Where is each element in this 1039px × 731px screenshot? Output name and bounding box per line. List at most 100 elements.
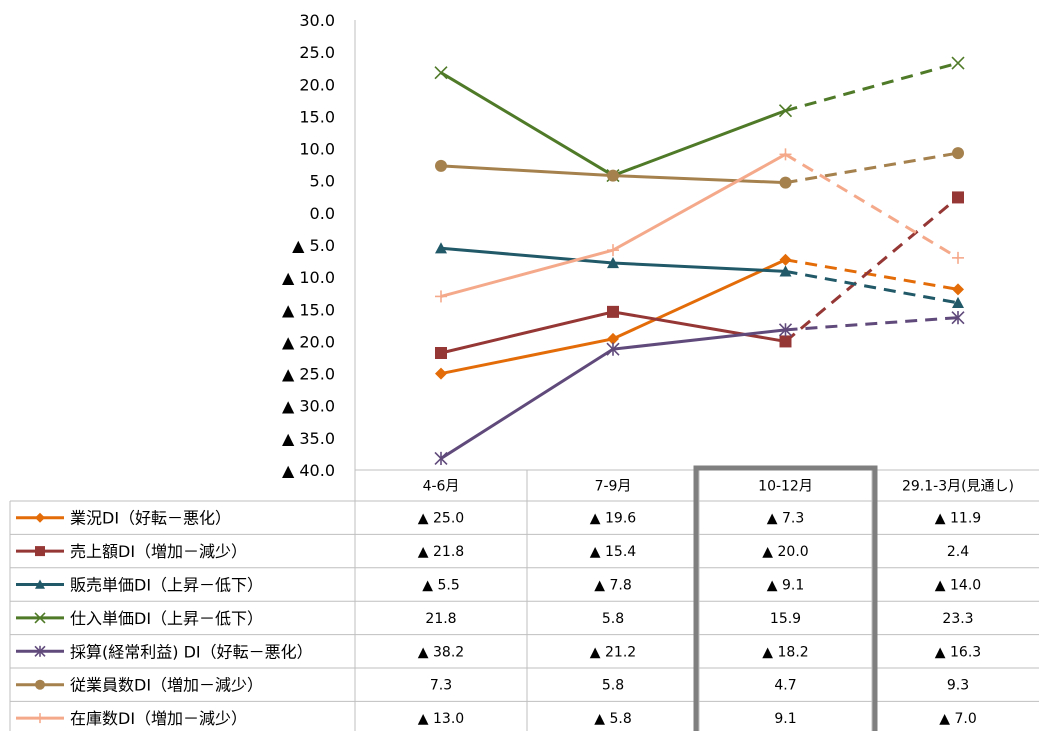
y-tick-label: 30.0 — [299, 11, 335, 30]
marker-diamond — [779, 253, 792, 266]
data-label: 5.8 — [602, 611, 624, 627]
marker-triangle — [607, 257, 619, 269]
y-tick-label: ▲ 40.0 — [282, 461, 335, 480]
marker-stroke — [778, 104, 793, 118]
marker-triangle — [35, 579, 45, 589]
category-label: 7-9月 — [595, 479, 632, 495]
series-line-forecast — [784, 196, 959, 343]
data-label: 23.3 — [942, 611, 973, 627]
marker-triangle — [435, 242, 447, 254]
data-label: ▲ 9.1 — [767, 578, 804, 594]
marker-x — [778, 104, 793, 118]
marker-square — [35, 546, 45, 557]
marker-diamond — [35, 512, 45, 523]
data-label: ▲ 7.3 — [767, 511, 804, 527]
data-label: ▲ 20.0 — [762, 544, 808, 560]
data-label: 9.1 — [774, 711, 796, 727]
marker-circle — [435, 159, 447, 172]
series-line-forecast — [784, 153, 959, 260]
marker-diamond — [607, 332, 619, 345]
marker-plus — [435, 290, 447, 303]
data-label: 2.4 — [947, 544, 969, 560]
marker-plus — [35, 713, 45, 724]
category-label: 10-12月 — [758, 479, 813, 495]
data-label: ▲ 14.0 — [935, 578, 981, 594]
category-label: 29.1-3月(見通し) — [902, 479, 1014, 495]
marker-plus — [952, 251, 964, 264]
data-label: ▲ 7.8 — [594, 578, 631, 594]
y-tick-label: 0.0 — [310, 204, 335, 223]
marker-circle — [607, 169, 619, 182]
data-label: ▲ 11.9 — [935, 511, 981, 527]
data-label: 9.3 — [947, 678, 969, 694]
data-label: ▲ 21.2 — [590, 644, 636, 660]
y-tick-label: 10.0 — [299, 140, 335, 159]
series-line-forecast — [785, 61, 959, 113]
legend-label: 仕入単価DI（上昇－低下） — [70, 609, 263, 628]
marker-square — [607, 305, 619, 318]
data-label: 21.8 — [425, 611, 456, 627]
marker-star — [778, 323, 793, 337]
data-label: ▲ 5.5 — [422, 578, 459, 594]
data-label: ▲ 25.0 — [418, 511, 464, 527]
y-tick-label: ▲ 30.0 — [282, 397, 335, 416]
data-label: ▲ 16.3 — [935, 644, 981, 660]
marker-triangle — [779, 265, 792, 277]
marker-stroke — [34, 612, 46, 624]
legend-label: 売上額DI（増加－減少） — [70, 542, 247, 561]
series-lines — [440, 61, 959, 460]
y-tick-label: ▲ 15.0 — [282, 300, 335, 319]
legend-label: 従業員数DI（増加－減少） — [70, 676, 263, 695]
marker-square — [779, 335, 792, 348]
data-label: ▲ 15.4 — [590, 544, 636, 560]
y-tick-label: ▲ 10.0 — [282, 268, 335, 287]
data-label: ▲ 19.6 — [590, 511, 636, 527]
y-tick-label: 25.0 — [299, 43, 335, 62]
series-line — [440, 71, 787, 178]
data-label: ▲ 13.0 — [418, 711, 464, 727]
series-line-forecast — [785, 258, 959, 291]
series-line-forecast — [785, 316, 959, 332]
data-label: ▲ 5.8 — [594, 711, 631, 727]
data-label: ▲ 38.2 — [418, 644, 464, 660]
marker-triangle — [952, 296, 964, 308]
marker-star — [606, 342, 620, 356]
y-tick-label: 15.0 — [299, 107, 335, 126]
marker-square — [952, 191, 964, 204]
marker-star — [434, 451, 448, 466]
legend-label: 在庫数DI（増加－減少） — [70, 709, 247, 728]
data-label: ▲ 18.2 — [762, 644, 808, 660]
highlight-box — [693, 465, 878, 731]
legend-label: 業況DI（好転－悪化） — [70, 509, 231, 528]
y-tick-label: ▲ 20.0 — [282, 332, 335, 351]
y-tick-label: ▲ 5.0 — [292, 236, 335, 255]
data-label: 7.3 — [430, 678, 452, 694]
y-tick-label: ▲ 25.0 — [282, 365, 335, 384]
legend-label: 販売単価DI（上昇－低下） — [70, 576, 263, 595]
data-label: 4.7 — [774, 678, 796, 694]
series-line-forecast — [785, 269, 959, 305]
data-table: 4-6月 7-9月 10-12月 29.1-3月(見通し) 業況DI（好転－悪化） ▲ 2… — [9, 469, 1039, 731]
data-label: ▲ 21.8 — [418, 544, 464, 560]
marker-plus — [779, 148, 792, 161]
highlight-rect — [693, 465, 878, 731]
series-markers — [434, 56, 965, 466]
marker-x — [951, 56, 965, 70]
marker-x — [34, 612, 46, 624]
series-line-forecast — [785, 151, 959, 185]
category-label: 4-6月 — [423, 479, 460, 495]
legend-label: 採算(経常利益) DI（好転－悪化） — [70, 642, 313, 661]
marker-stroke — [951, 56, 965, 70]
y-axis: 30.0 25.0 20.0 15.0 10.0 5.0 0.0 ▲ 5.0 ▲ 10.0 ▲ 1… — [282, 11, 356, 480]
marker-plus — [607, 244, 619, 257]
marker-star — [34, 645, 46, 657]
y-tick-label: ▲ 35.0 — [282, 429, 335, 448]
marker-diamond — [952, 283, 964, 296]
marker-square — [435, 347, 447, 359]
data-label: 15.9 — [770, 611, 801, 627]
data-label: 5.8 — [602, 678, 624, 694]
marker-diamond — [435, 367, 447, 380]
marker-circle — [35, 679, 45, 690]
marker-stroke — [434, 66, 448, 80]
